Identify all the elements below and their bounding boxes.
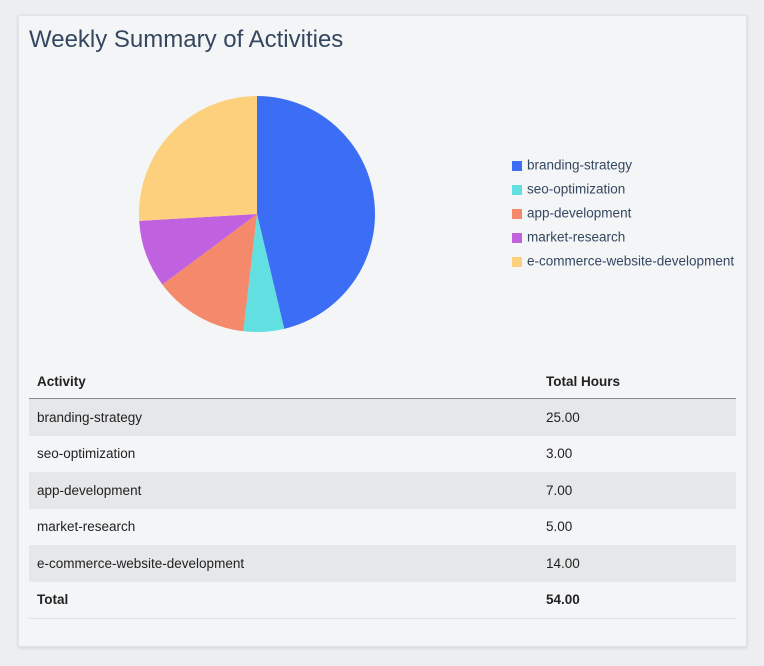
legend-swatch	[512, 185, 522, 195]
legend-label: seo-optimization	[527, 182, 625, 197]
total-cell: Total	[29, 581, 538, 619]
legend-label: app-development	[527, 206, 632, 221]
legend-label: market-research	[527, 230, 625, 245]
table-cell: branding-strategy	[29, 398, 538, 436]
total-cell: 54.00	[538, 581, 736, 619]
table-row: market-research 5.00	[29, 509, 736, 546]
legend-label: e-commerce-website-development	[527, 254, 734, 269]
summary-table: Activity Total Hours branding-strategy 25.0…	[29, 364, 736, 619]
header-cell: Total Hours	[538, 364, 736, 399]
table-cell: app-development	[29, 472, 538, 509]
table-row: e-commerce-website-development 14.00	[29, 545, 736, 582]
table-cell: 3.00	[546, 446, 573, 462]
chart: branding-strategy seo-optimization app-dev…	[139, 96, 734, 332]
header-row: Activity Total Hours	[29, 364, 736, 399]
table-cell: 5.00	[546, 519, 573, 535]
table-cell: market-research	[37, 519, 136, 535]
table-cell: 7.00	[538, 472, 736, 509]
total-row: Total 54.00	[29, 581, 736, 619]
table-row: app-development 7.00	[29, 472, 736, 509]
pie-slice	[257, 96, 375, 329]
pie-slice	[139, 96, 257, 221]
pie-slice	[243, 214, 285, 332]
pie-slice	[162, 214, 257, 332]
table-cell: seo-optimization	[37, 446, 136, 462]
legend-swatch	[512, 209, 522, 219]
header-cell: Activity	[29, 364, 538, 399]
legend-swatch	[512, 233, 522, 243]
table-cell: 14.00	[538, 545, 736, 582]
card: Weekly Summary of Activities branding-st…	[18, 15, 747, 647]
table-row: seo-optimization 3.00	[29, 436, 736, 473]
table-cell: 25.00	[538, 398, 736, 436]
card-title: Weekly Summary of Activities	[29, 26, 344, 53]
table-row: branding-strategy 25.00	[29, 398, 736, 436]
table-cell: e-commerce-website-development	[29, 545, 538, 582]
pie-slice	[139, 214, 257, 285]
legend-swatch	[512, 161, 522, 171]
legend-label: branding-strategy	[527, 158, 632, 173]
legend-swatch	[512, 257, 522, 267]
